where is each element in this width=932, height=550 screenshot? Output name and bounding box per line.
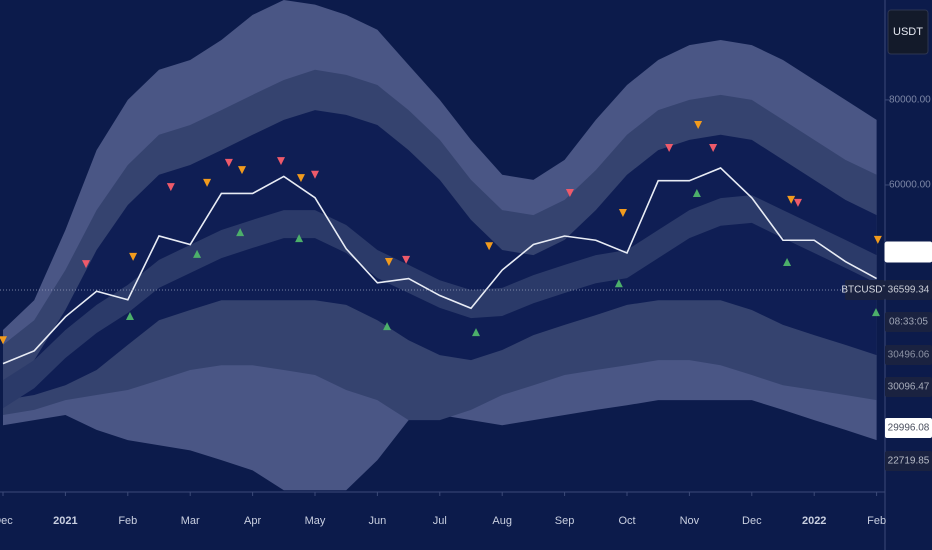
signal-marker [129, 252, 138, 261]
signal-marker [383, 322, 392, 331]
price-tag: 30096.47 [888, 382, 930, 393]
x-tick-label: Feb [867, 515, 886, 527]
plot-area [0, 0, 885, 491]
band-area [3, 195, 877, 409]
signal-marker [665, 143, 674, 152]
signal-marker [203, 178, 212, 187]
x-tick-label: May [305, 515, 326, 527]
x-tick-label: Dec [742, 515, 762, 527]
x-tick-label: 2022 [802, 515, 826, 527]
signal-marker [793, 198, 802, 207]
signal-marker [565, 189, 574, 198]
x-tick-label: 2021 [53, 515, 77, 527]
signal-marker [224, 158, 233, 167]
signal-marker [694, 121, 703, 130]
signal-marker [276, 157, 285, 166]
x-tick-label: Aug [492, 515, 512, 527]
x-tick-label: Mar [181, 515, 200, 527]
price-tag: 36599.34 [888, 285, 930, 296]
price-tag-box [885, 345, 932, 365]
price-tag: BTCUSDT [841, 285, 888, 296]
x-tick-label: Jun [369, 515, 387, 527]
signal-marker [692, 189, 701, 198]
price-tag: 22719.85 [888, 456, 930, 467]
currency-box[interactable] [887, 9, 929, 55]
signal-marker [871, 308, 880, 317]
price-tag: 08:33:05 [889, 317, 928, 328]
y-tick-label: 80000.00 [889, 95, 931, 106]
y-tick-label: 60000.00 [889, 180, 931, 191]
price-tag: 44042.99 [888, 247, 930, 258]
signal-marker [471, 328, 480, 337]
x-tick-label: Dec [0, 515, 13, 527]
currency-button[interactable]: USDT [887, 9, 929, 55]
x-tick-label: Oct [618, 515, 635, 527]
signal-marker [618, 209, 627, 218]
signal-marker [485, 242, 494, 251]
price-line [2, 167, 877, 365]
signal-marker [125, 311, 134, 320]
currency-label[interactable]: USDT [893, 26, 923, 38]
signal-marker [873, 235, 882, 244]
signal-marker [0, 336, 7, 345]
price-tag-box [845, 280, 885, 300]
signal-marker [81, 260, 90, 269]
signal-marker [236, 228, 245, 237]
signal-marker [237, 166, 246, 175]
x-tick-label: Apr [244, 515, 261, 527]
price-tag-box [884, 241, 932, 263]
signal-marker [709, 143, 718, 152]
signal-marker [166, 183, 175, 192]
signal-marker [402, 255, 411, 264]
signal-marker [193, 249, 202, 258]
x-tick-label: Feb [118, 515, 137, 527]
price-tag-box [885, 451, 932, 471]
x-tick-label: Sep [555, 515, 575, 527]
signal-marker [296, 174, 305, 183]
x-tick-label: Jul [433, 515, 447, 527]
signal-marker [311, 170, 319, 179]
price-tag: 30496.06 [888, 350, 930, 361]
price-tag-box [885, 280, 932, 300]
x-tick-label: Nov [680, 515, 700, 527]
price-tag-box [885, 418, 932, 438]
signal-marker [384, 257, 393, 266]
price-tag-box [885, 312, 932, 332]
signal-marker [295, 234, 304, 243]
price-tag-box [885, 377, 932, 397]
signal-marker [783, 257, 792, 266]
price-tag: 29996.08 [888, 423, 930, 434]
signal-marker [787, 195, 796, 204]
signal-marker [614, 279, 623, 288]
